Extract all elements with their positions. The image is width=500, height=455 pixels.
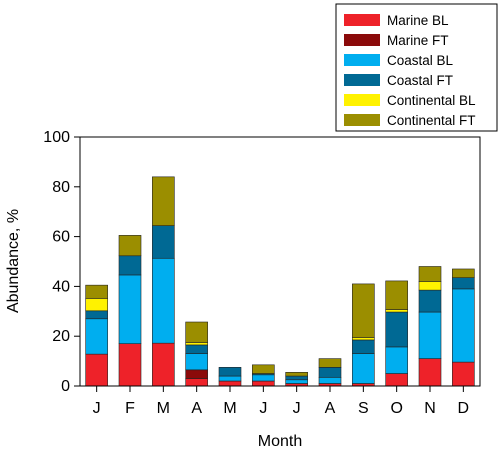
bar-segment [385,346,408,374]
y-tick-label: 40 [52,278,70,295]
plot-frame [79,136,481,387]
legend-swatch [344,14,380,26]
bar-segment [452,268,475,278]
bar-segment [152,176,175,226]
legend-swatch [344,114,380,126]
bar-segment [252,374,275,382]
y-axis-title: Abundance, % [5,209,22,313]
x-tick-label: J [259,400,267,417]
bar-segment [185,369,208,379]
x-tick-label: A [191,400,202,417]
bar-segment [318,376,342,384]
legend: Marine BL Marine FT Coastal BL Coastal FT Co… [335,3,498,132]
bar-segment [85,318,108,355]
bar-segment [252,364,275,374]
bar-segment [118,274,142,344]
bar-segment [452,277,475,290]
bar-segment [185,353,208,371]
x-tick-label: J [93,400,101,417]
x-tick-label: N [424,400,436,417]
bar-segment [252,380,275,387]
legend-label: Coastal BL [387,53,454,68]
bar-segment [118,343,142,387]
y-tick-label: 100 [43,129,70,146]
legend-label: Coastal FT [387,73,453,88]
bar-segment [352,339,375,354]
bar-segment [85,310,108,320]
x-tick-label: D [458,400,470,417]
bar-segment [152,225,175,259]
y-tick-label: 80 [52,179,70,196]
bar-segment [385,311,408,348]
legend-swatch [344,74,380,86]
bar-segment [185,342,208,346]
x-tick-label: J [293,400,301,417]
bar-segment [285,372,308,377]
x-tick-label: O [390,400,402,417]
bar-segment [418,358,442,387]
x-tick-label: S [358,400,369,417]
bar-segment [385,373,408,387]
bar-segment [152,342,175,387]
y-tick-label: 20 [52,328,70,345]
x-tick-label: M [223,400,236,417]
bar-segment [85,284,108,299]
bar-segment [185,378,208,387]
bar-segment [385,309,408,313]
y-axis: 0 20 40 60 80 100 [43,129,80,395]
legend-label: Continental BL [387,93,476,108]
bar-segment [418,266,442,282]
bar-segment [218,380,242,387]
y-tick-label: 60 [52,229,70,246]
x-axis-title: Month [258,433,302,450]
bar-segment [185,321,208,343]
legend-swatch [344,34,380,46]
bar-segment [185,344,208,354]
y-tick-label: 0 [61,378,70,395]
legend-label: Continental FT [387,113,476,128]
bar-segment [418,289,442,313]
bar-segment [352,353,375,384]
bar-segment [452,361,475,387]
bar-segment [418,311,442,359]
x-tick-label: F [125,400,135,417]
bar-segment [285,375,308,381]
bars-layer [85,176,475,387]
legend-label: Marine BL [387,13,449,28]
bar-segment [352,337,375,341]
bar-segment [418,281,442,291]
legend-label: Marine FT [387,33,449,48]
bar-segment [352,283,375,338]
bar-segment [452,288,475,363]
bar-segment [285,379,308,384]
x-tick-label: A [325,400,336,417]
x-tick-label: M [157,400,170,417]
legend-swatch [344,54,380,66]
bar-segment [318,367,342,378]
bar-segment [118,255,142,276]
bar-segment [218,367,242,377]
bar-segment [318,358,342,368]
bar-segment [218,375,242,382]
bar-segment [118,235,142,257]
bar-segment [85,298,108,312]
legend-swatch [344,94,380,106]
bar-segment [85,353,108,387]
bar-segment [152,257,175,344]
bar-segment [385,280,408,310]
